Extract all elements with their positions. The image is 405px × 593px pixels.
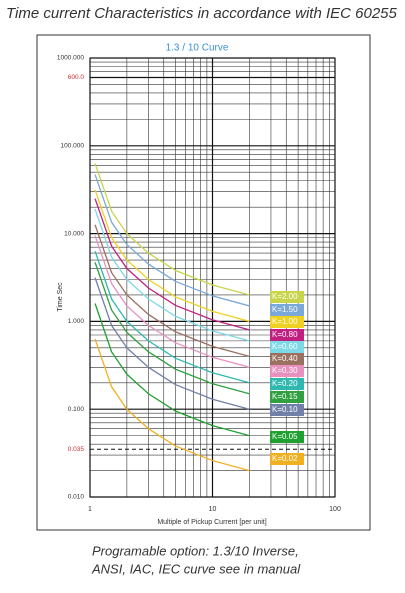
legend-swatch bbox=[270, 329, 304, 341]
legend-swatch bbox=[270, 341, 304, 353]
curve bbox=[94, 198, 250, 331]
curve bbox=[94, 224, 250, 357]
y-tick-label: 0.010 bbox=[68, 494, 85, 501]
x-tick-label: 1 bbox=[88, 506, 92, 513]
curve bbox=[94, 262, 250, 395]
legend-label: K=0.60 bbox=[272, 342, 298, 351]
legend-label: K=0.15 bbox=[272, 392, 298, 401]
y-tick-label: 10.000 bbox=[64, 230, 84, 237]
legend-swatch bbox=[270, 316, 304, 328]
y-axis-label: Time Sec bbox=[57, 282, 64, 312]
y-tick-label: 600.0 bbox=[68, 74, 85, 81]
legend-label: K=1.00 bbox=[272, 317, 298, 326]
legend-swatch bbox=[270, 391, 304, 403]
legend-label: K=2.00 bbox=[272, 292, 298, 301]
legend-swatch bbox=[270, 404, 304, 416]
legend-label: K=0.80 bbox=[272, 330, 298, 339]
legend-swatch bbox=[270, 365, 304, 377]
curve bbox=[94, 235, 250, 368]
curve bbox=[94, 251, 250, 384]
caption-line: ANSI, IAC, IEC curve see in manual bbox=[91, 561, 301, 576]
legend-swatch bbox=[270, 304, 304, 316]
legend-swatch bbox=[270, 431, 304, 443]
legend-label: K=0.02 bbox=[272, 454, 298, 463]
legend-label: K=0.05 bbox=[272, 432, 298, 441]
legend-swatch bbox=[270, 291, 304, 303]
legend-swatch bbox=[270, 453, 304, 465]
plot-area: 1 10 100 1000.000 600.0 100.000 10.000 1.000 0.1… bbox=[57, 55, 341, 513]
curve bbox=[94, 174, 250, 307]
curve bbox=[94, 277, 250, 410]
chart-frame bbox=[36, 34, 371, 531]
curve bbox=[94, 163, 250, 296]
chart-subtitle: 1.3 / 10 Curve bbox=[166, 43, 229, 54]
curve bbox=[94, 338, 250, 472]
y-tick-label: 100.000 bbox=[61, 143, 85, 150]
legend-label: K=0.30 bbox=[272, 366, 298, 375]
legend-label: K=0.10 bbox=[272, 405, 298, 414]
curve bbox=[94, 303, 250, 437]
y-tick-label: 1000.000 bbox=[57, 55, 84, 62]
legend-label: K=1.50 bbox=[272, 305, 298, 314]
legend-swatch bbox=[270, 353, 304, 365]
y-tick-label: 1.000 bbox=[68, 318, 85, 325]
x-tick-label: 10 bbox=[209, 506, 217, 513]
x-tick-label: 100 bbox=[329, 506, 341, 513]
legend-swatch bbox=[270, 378, 304, 390]
curve bbox=[94, 208, 250, 342]
curve bbox=[94, 189, 250, 323]
y-tick-label: 0.035 bbox=[68, 446, 85, 453]
page-title: Time current Characteristics in accordan… bbox=[6, 5, 398, 22]
y-tick-label: 0.100 bbox=[68, 406, 85, 413]
legend-label: K=0.20 bbox=[272, 379, 298, 388]
legend-label: K=0.40 bbox=[272, 354, 298, 363]
x-axis-label: Multiple of Pickup Current [per unit] bbox=[157, 519, 266, 526]
caption-line: Programable option: 1.3/10 Inverse, bbox=[92, 543, 299, 558]
